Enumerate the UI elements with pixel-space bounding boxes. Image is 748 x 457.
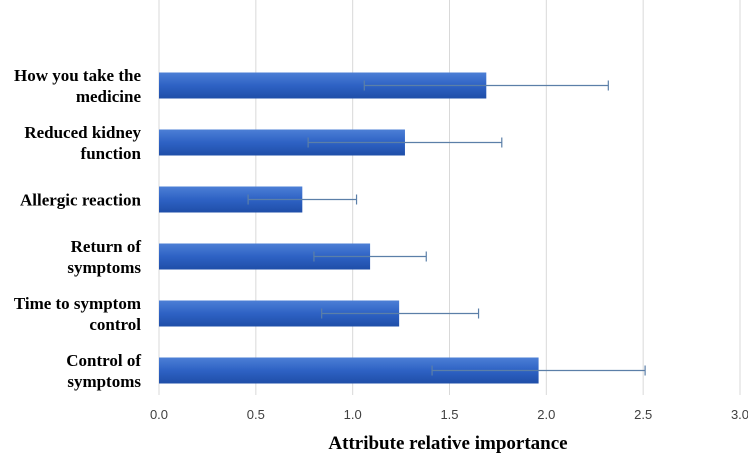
category-label-line: medicine — [76, 87, 142, 106]
x-tick-label: 0.0 — [150, 407, 168, 422]
gridlines — [158, 0, 741, 395]
x-axis-title: Attribute relative importance — [328, 433, 567, 454]
category-label-line: How you take the — [14, 66, 141, 85]
x-tick-label: 1.0 — [344, 407, 362, 422]
error-bars — [247, 80, 646, 376]
category-label: Allergic reaction — [20, 191, 142, 210]
category-label-line: function — [81, 144, 142, 163]
category-label-line: Return of — [71, 237, 142, 256]
bars — [159, 72, 539, 384]
category-label: How you take the medicine — [14, 66, 141, 106]
category-label-line: Reduced kidney — [24, 123, 141, 142]
x-tick-label: 3.0 — [731, 407, 748, 422]
category-label: Time to symptom control — [14, 294, 141, 334]
x-tick-labels: 0.0 0.5 1.0 1.5 2.0 2.5 3.0 — [150, 407, 748, 422]
category-label: Reduced kidney function — [24, 123, 141, 163]
x-tick-label: 1.5 — [440, 407, 458, 422]
x-tick-label: 2.5 — [634, 407, 652, 422]
category-label-line: symptoms — [67, 258, 141, 277]
x-tick-label: 0.5 — [247, 407, 265, 422]
category-label-line: symptoms — [67, 372, 141, 391]
category-label: Control of symptoms — [66, 351, 141, 391]
category-label: Return of symptoms — [67, 237, 141, 277]
category-label-line: Control of — [66, 351, 141, 370]
category-label-line: Time to symptom — [14, 294, 141, 313]
x-tick-label: 2.0 — [537, 407, 555, 422]
category-labels: How you take the medicine Reduced kidney fu… — [14, 66, 142, 391]
category-label-line: Allergic reaction — [20, 191, 142, 210]
category-label-line: control — [89, 315, 141, 334]
